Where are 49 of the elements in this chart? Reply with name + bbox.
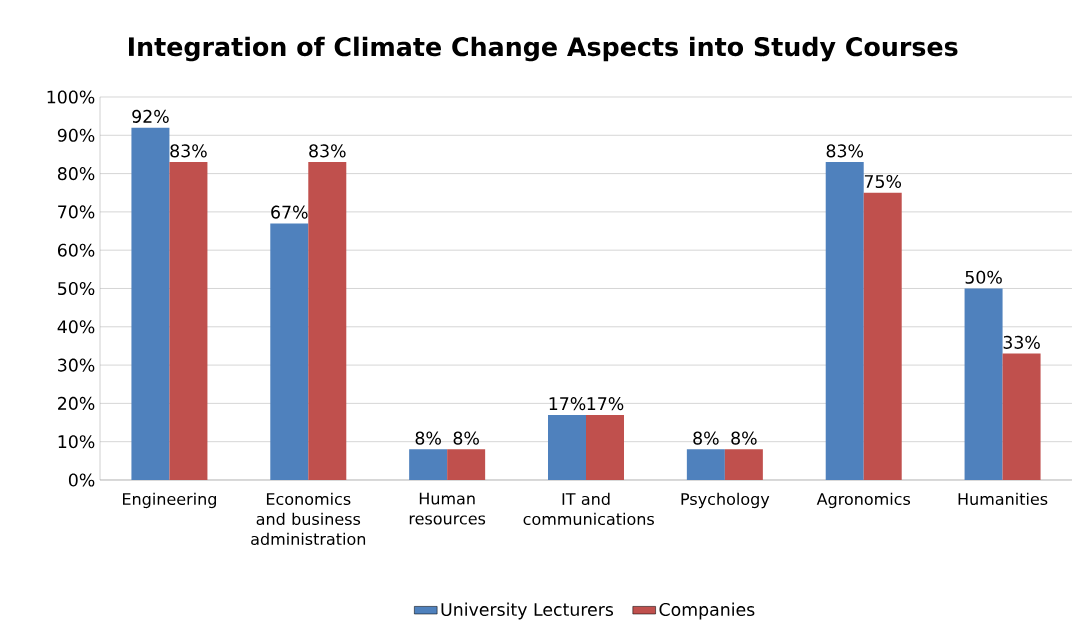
y-tick-label: 90% xyxy=(57,128,95,142)
data-label: 8% xyxy=(693,431,719,445)
y-tick-label: 20% xyxy=(58,396,95,410)
x-tick-label: Human resources xyxy=(409,492,486,525)
bar xyxy=(131,127,170,480)
bar xyxy=(586,414,625,480)
x-tick-label: Engineering xyxy=(123,492,216,509)
bar xyxy=(964,288,1003,480)
bar xyxy=(548,414,586,480)
bar xyxy=(447,449,486,480)
data-label: 8% xyxy=(415,431,441,445)
bar xyxy=(1002,353,1041,480)
x-tick-label: Psychology xyxy=(681,492,770,509)
y-tick-label: 60% xyxy=(57,243,95,257)
y-tick-label: 70% xyxy=(58,205,95,219)
legend-label: Companies xyxy=(659,602,755,620)
bar xyxy=(169,162,208,480)
y-tick-label: 0% xyxy=(68,473,95,487)
data-label: 92% xyxy=(132,109,169,123)
data-label: 83% xyxy=(170,144,207,158)
chart-title: Integration of Climate Change Aspects into Study Courses xyxy=(128,36,958,62)
data-label: 83% xyxy=(309,144,346,158)
bar xyxy=(724,449,763,480)
x-tick-label: Humanities xyxy=(958,492,1048,506)
bar xyxy=(409,449,448,480)
y-tick-label: 30% xyxy=(58,358,95,372)
bar xyxy=(825,162,864,480)
data-label: 8% xyxy=(453,431,479,445)
x-tick-label: Agronomics xyxy=(816,492,911,509)
legend-label: University Lecturers xyxy=(441,602,614,620)
bar xyxy=(308,162,347,480)
bar xyxy=(686,449,725,480)
data-label: 8% xyxy=(731,431,757,445)
data-label: 75% xyxy=(864,174,902,189)
bar xyxy=(270,223,309,480)
x-tick-label: Economics and business administration xyxy=(251,492,366,546)
data-label: 67% xyxy=(271,205,308,219)
y-tick-label: 100% xyxy=(47,90,95,104)
y-tick-label: 40% xyxy=(57,320,95,334)
bar xyxy=(863,192,902,480)
y-tick-label: 80% xyxy=(57,167,95,181)
data-label: 83% xyxy=(826,144,864,158)
y-tick-label: 10% xyxy=(58,435,95,449)
data-label: 33% xyxy=(1003,335,1040,349)
data-label: 17% xyxy=(549,397,586,411)
x-tick-label: IT and communications xyxy=(523,492,654,526)
y-tick-label: 50% xyxy=(58,281,95,296)
data-label: 17% xyxy=(587,397,624,411)
data-label: 50% xyxy=(965,270,1002,284)
